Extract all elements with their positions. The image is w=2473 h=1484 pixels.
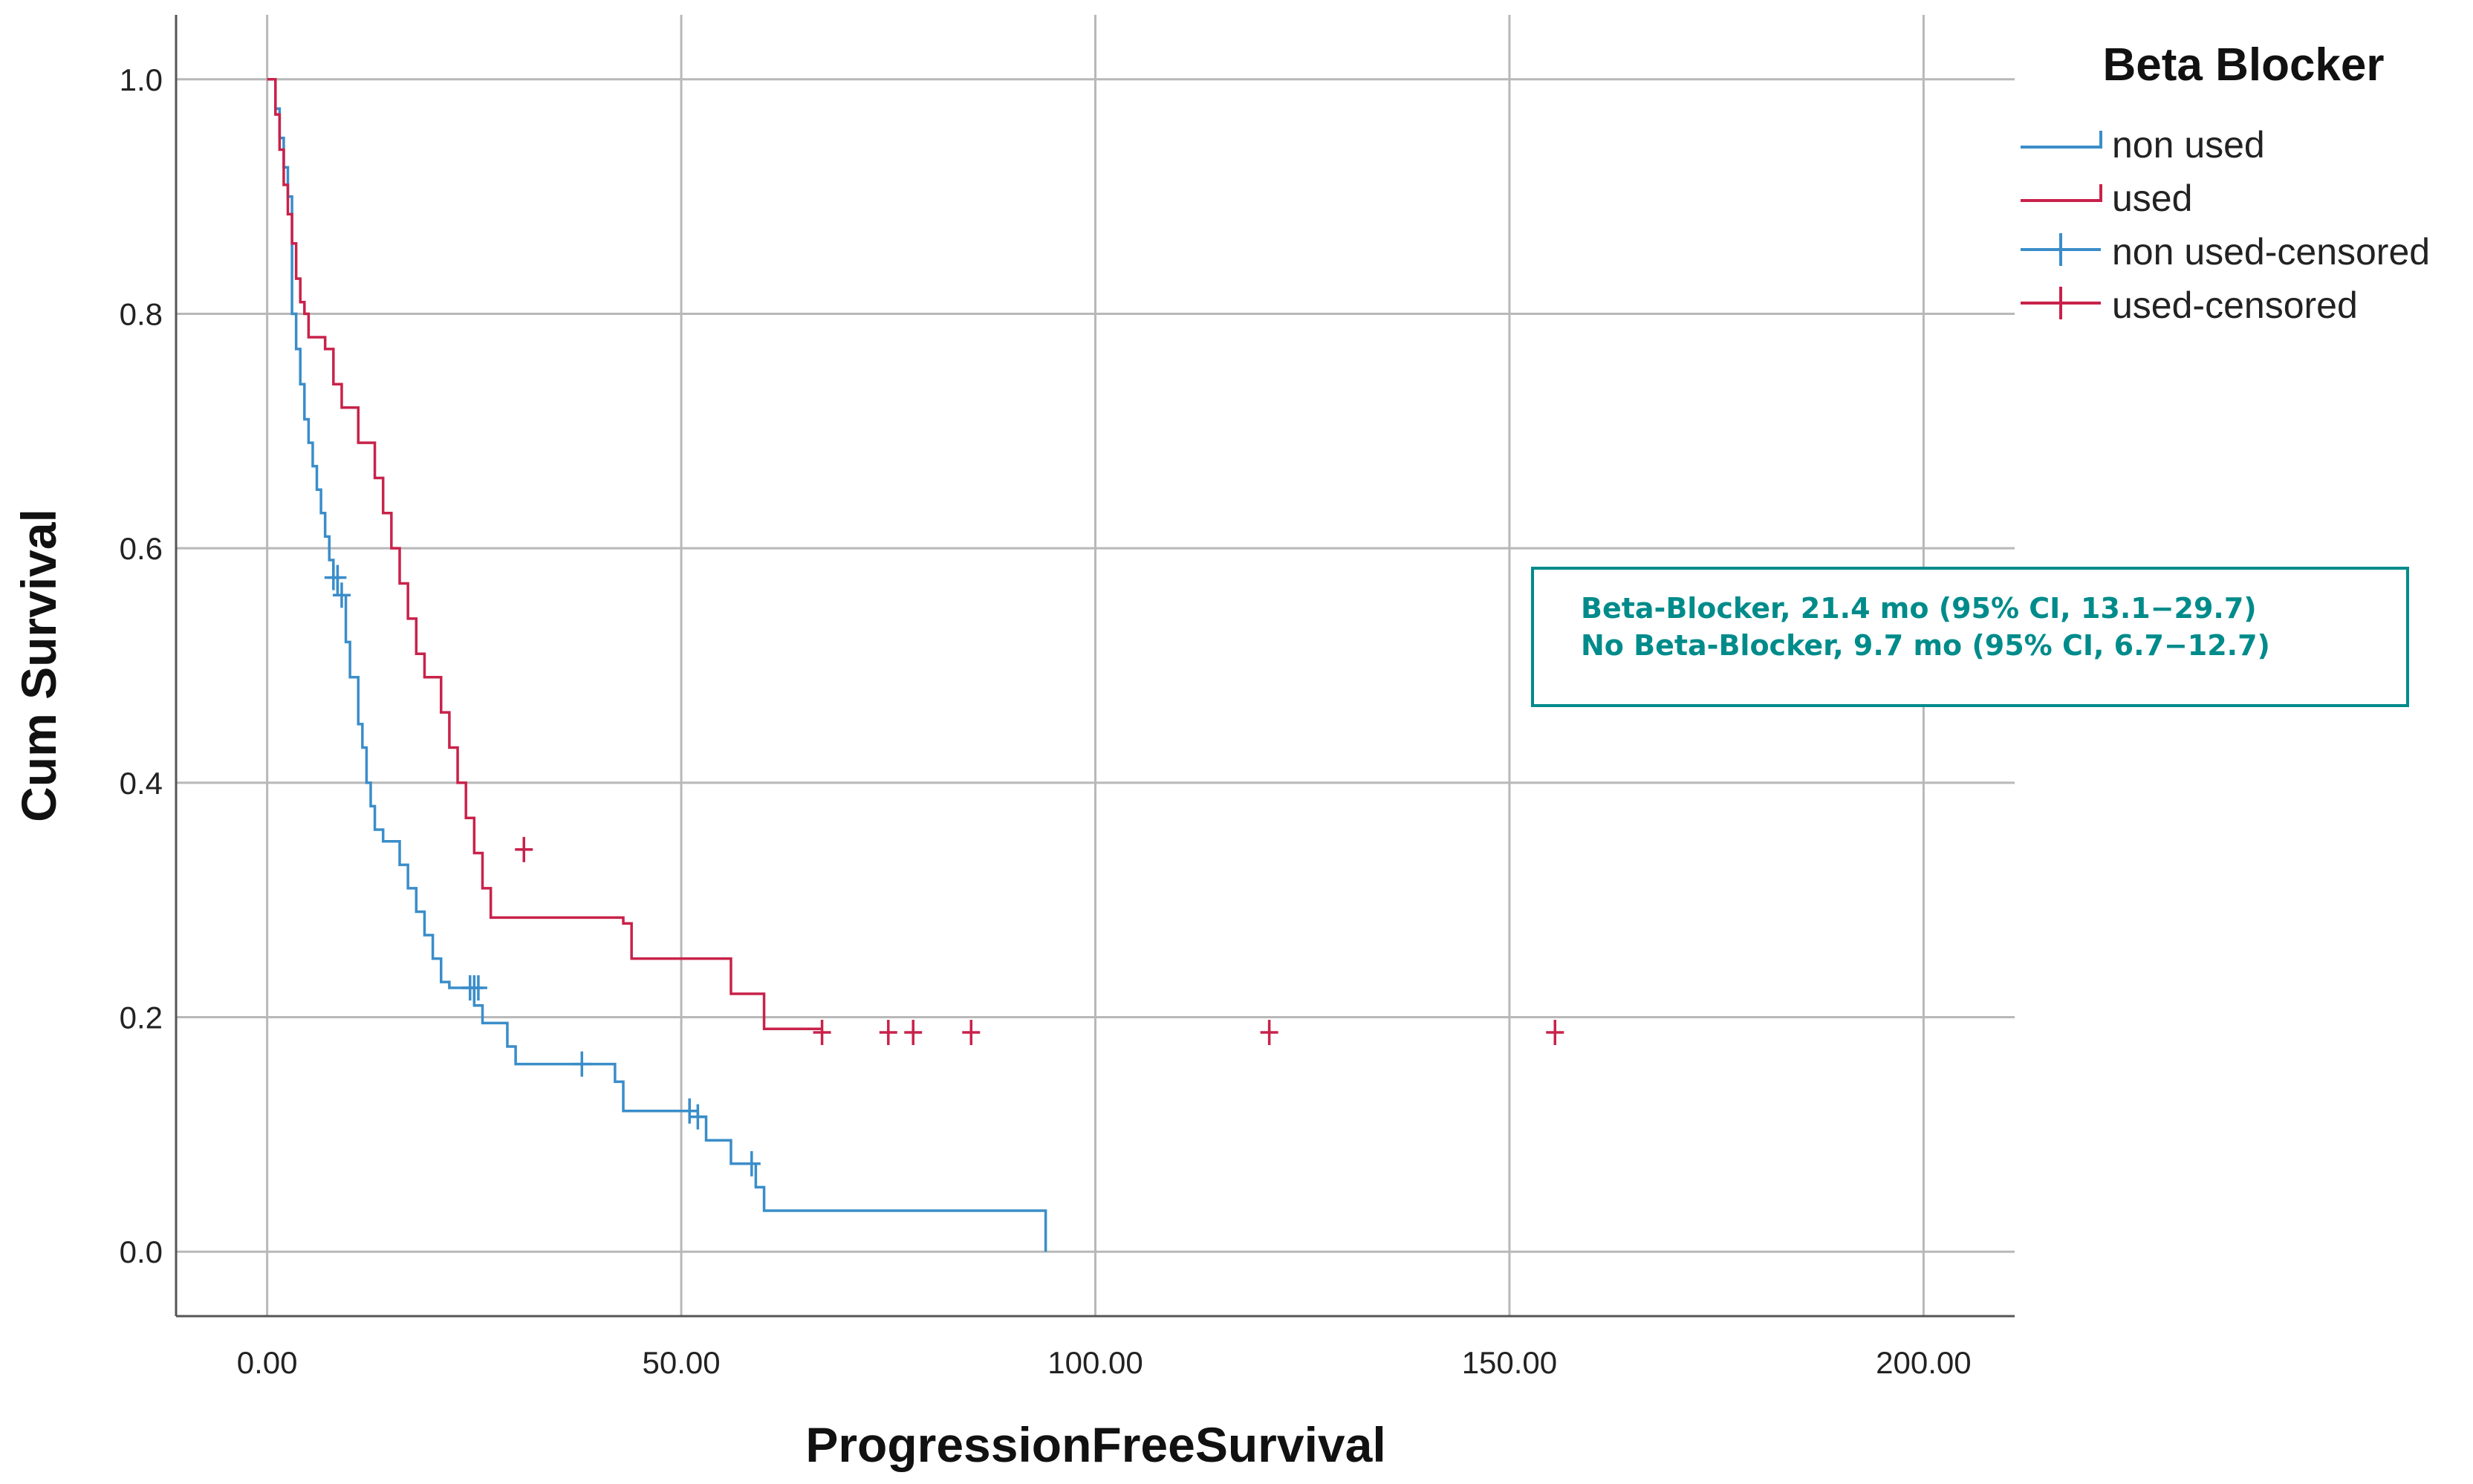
- x-tick-label: 200.00: [1876, 1345, 1971, 1380]
- legend-label: non used-censored: [2112, 231, 2430, 273]
- tick-labels: 0.00 50.00 100.00 150.00 200.00 0.0 0.2 0.4 0.6 0…: [120, 62, 1972, 1380]
- legend-item-used: used: [2021, 178, 2192, 219]
- censor-mark-used: [904, 1020, 923, 1046]
- x-axis-title: ProgressionFreeSurvival: [805, 1417, 1385, 1472]
- median-annotation-box: Beta-Blocker, 21.4 mo (95% CI, 13.1−29.7…: [1531, 567, 2409, 707]
- series-line-used: [267, 78, 822, 1031]
- legend-item-non-used-censored: non used-censored: [2021, 231, 2430, 273]
- x-tick-label: 150.00: [1462, 1345, 1557, 1380]
- x-tick-label: 50.00: [643, 1345, 721, 1380]
- annotation-border: [1531, 567, 2409, 707]
- y-tick-label: 0.4: [120, 766, 163, 801]
- y-axis-title: Cum Survival: [11, 509, 66, 822]
- censor-mark-used: [962, 1020, 981, 1046]
- censor-mark-non-used: [689, 1104, 707, 1130]
- censor-mark-non-used: [742, 1151, 761, 1177]
- censor-mark-used: [813, 1020, 831, 1046]
- censor-mark-non-used: [680, 1098, 699, 1124]
- censor-mark-used: [879, 1020, 897, 1046]
- y-tick-label: 1.0: [120, 62, 163, 97]
- legend-line-swatch: [2021, 184, 2102, 202]
- y-tick-label: 0.2: [120, 1000, 163, 1035]
- censor-mark-non-used: [332, 582, 351, 608]
- censor-mark-used: [1546, 1020, 1564, 1046]
- axes: [175, 15, 2015, 1318]
- legend-label: used: [2112, 178, 2192, 219]
- legend-item-used-censored: used-censored: [2021, 284, 2358, 326]
- legend: Beta Blocker non used used non used-censor…: [2021, 39, 2430, 326]
- annotation-line-1: Beta-Blocker, 21.4 mo (95% CI, 13.1−29.7…: [1581, 592, 2257, 625]
- legend-line-swatch: [2021, 131, 2102, 149]
- y-tick-label: 0.6: [120, 531, 163, 566]
- x-tick-label: 100.00: [1047, 1345, 1143, 1380]
- censor-marks: [324, 564, 1564, 1177]
- y-tick-label: 0.8: [120, 296, 163, 331]
- legend-title: Beta Blocker: [2102, 39, 2384, 91]
- censor-mark-non-used: [573, 1051, 591, 1077]
- censor-mark-non-used: [328, 564, 347, 590]
- series: [267, 78, 1047, 1252]
- series-line-non-used: [267, 78, 1047, 1252]
- x-tick-label: 0.00: [237, 1345, 298, 1380]
- censor-mark-used: [515, 836, 533, 862]
- legend-item-non-used: non used: [2021, 124, 2265, 166]
- censor-mark-non-used: [469, 975, 487, 1001]
- legend-label: non used: [2112, 124, 2265, 166]
- annotation-line-2: No Beta-Blocker, 9.7 mo (95% CI, 6.7−12.…: [1581, 629, 2270, 662]
- censor-mark-used: [1260, 1020, 1278, 1046]
- y-tick-label: 0.0: [120, 1234, 163, 1269]
- legend-label: used-censored: [2112, 284, 2358, 326]
